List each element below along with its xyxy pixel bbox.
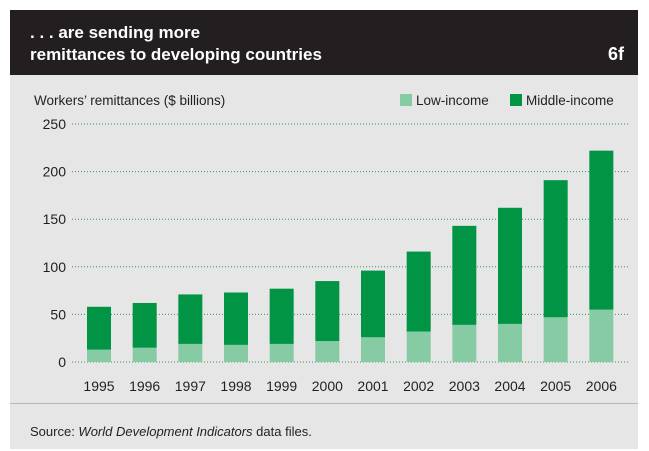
bar-low-income-2004	[498, 323, 522, 362]
source-area: Source: World Development Indicators dat…	[10, 403, 638, 449]
x-tick-label: 2003	[449, 378, 480, 394]
x-tick-label: 1997	[175, 378, 206, 394]
y-tick-label: 0	[58, 354, 66, 370]
bar-low-income-2006	[589, 309, 614, 362]
bar-middle-income-1998	[224, 292, 248, 345]
bar-middle-income-1997	[178, 294, 203, 344]
y-tick-label: 100	[43, 259, 67, 275]
x-tick-labels: 1995 1996 1997 1998 1999 2000 2001 2002 2003 2004…	[83, 378, 617, 394]
title-line-2: remittances to developing countries	[30, 45, 322, 64]
x-tick-label: 2002	[403, 378, 434, 394]
x-tick-label: 2005	[540, 378, 571, 394]
y-axis-title: Workers’ remittances ($ billions)	[34, 93, 225, 108]
bar-low-income-2002	[406, 331, 431, 362]
x-tick-label: 2001	[357, 378, 388, 394]
bar-middle-income-2006	[589, 150, 614, 310]
y-tick-label: 250	[43, 116, 67, 132]
bar-middle-income-2004	[498, 207, 522, 324]
chart-title: . . . are sending more remittances to de…	[30, 22, 322, 66]
x-tick-label: 2004	[494, 378, 525, 394]
bar-middle-income-2001	[361, 270, 385, 338]
x-tick-label: 1999	[266, 378, 297, 394]
source-italic: World Development Indicators	[78, 424, 253, 439]
bar-low-income-2001	[361, 337, 385, 362]
legend-swatch	[510, 94, 522, 106]
bar-middle-income-2003	[452, 225, 477, 325]
x-tick-label: 2000	[312, 378, 343, 394]
y-tick-labels: 0 50 100 150 200 250	[43, 116, 67, 370]
bar-low-income-1996	[132, 347, 157, 362]
bar-low-income-1999	[269, 343, 294, 362]
bar-middle-income-2002	[406, 251, 431, 332]
title-line-1: . . . are sending more	[30, 23, 201, 42]
source-note: Source: World Development Indicators dat…	[30, 424, 312, 439]
bars	[87, 150, 614, 362]
legend-label: Middle-income	[526, 93, 614, 108]
x-tick-label: 1996	[129, 378, 160, 394]
x-tick-label: 2006	[586, 378, 617, 394]
bar-low-income-1995	[87, 349, 111, 362]
legend-swatch	[400, 94, 412, 106]
bar-middle-income-2000	[315, 281, 340, 342]
bar-low-income-2000	[315, 341, 340, 362]
bar-middle-income-2005	[543, 180, 568, 318]
y-tick-label: 150	[43, 211, 67, 227]
bar-middle-income-1999	[269, 288, 294, 344]
bar-low-income-1997	[178, 343, 203, 362]
x-tick-label: 1995	[83, 378, 114, 394]
figure-number: 6f	[607, 44, 624, 64]
legend-label: Low-income	[416, 93, 489, 108]
source-suffix: data files.	[252, 424, 312, 439]
source-prefix: Source:	[30, 424, 79, 439]
bar-middle-income-1995	[87, 306, 111, 350]
chart-header: . . . are sending more remittances to de…	[10, 10, 638, 75]
bar-low-income-2003	[452, 324, 477, 362]
y-tick-label: 50	[50, 306, 66, 322]
x-tick-label: 1998	[220, 378, 251, 394]
bar-low-income-2005	[543, 317, 568, 362]
bar-middle-income-1996	[132, 302, 157, 348]
legend: Middle-income Low-income	[400, 93, 614, 108]
y-tick-label: 200	[43, 164, 67, 180]
bar-low-income-1998	[224, 344, 248, 362]
